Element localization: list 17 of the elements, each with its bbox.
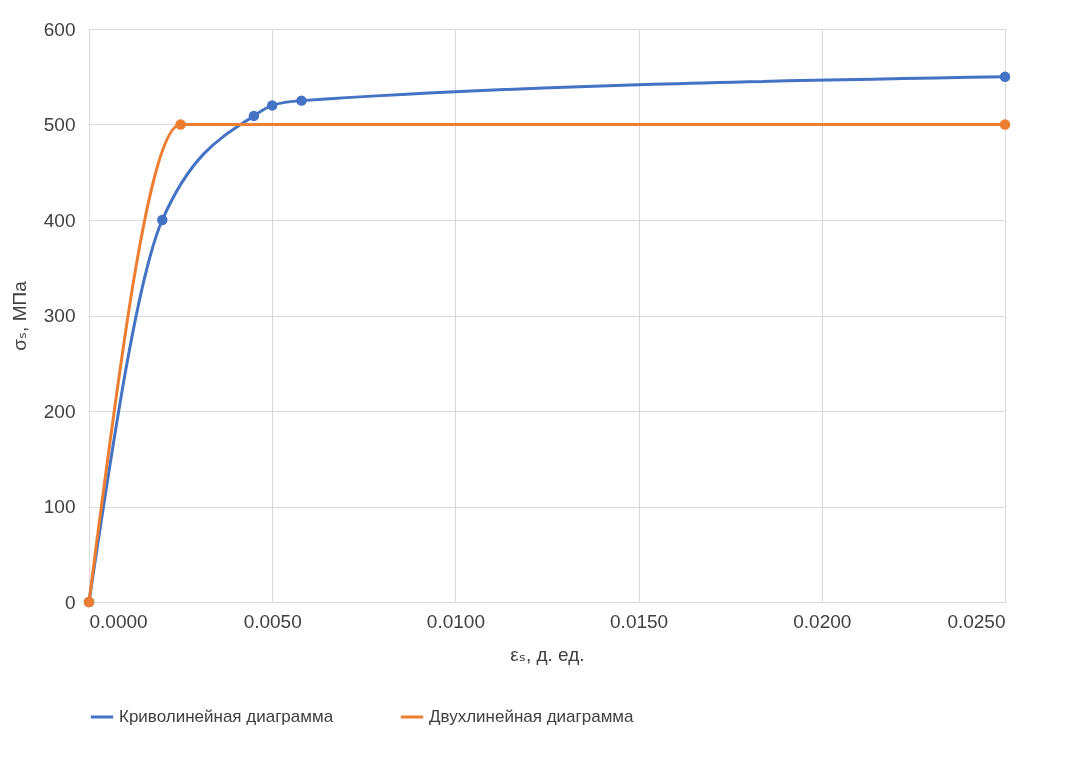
y-tick-label: 400 <box>43 209 76 231</box>
x-tick-label: 0.0000 <box>89 610 148 632</box>
legend-label: Двухлинейная диаграмма <box>429 707 635 726</box>
x-tick-label: 0.0150 <box>610 610 669 632</box>
x-tick-label: 0.0100 <box>426 610 485 632</box>
x-tick-label: 0.0200 <box>793 610 852 632</box>
y-tick-label: 200 <box>43 400 76 422</box>
x-tick-label: 0.0050 <box>243 610 302 632</box>
y-tick-label: 500 <box>43 114 76 135</box>
x-tick-label: 0.0250 <box>947 610 1006 632</box>
y-tick-label: 100 <box>43 496 76 517</box>
y-tick-label: 600 <box>43 18 76 40</box>
y-tick-label: 0 <box>64 591 76 613</box>
y-tick-label: 300 <box>43 305 76 326</box>
y-axis-title: σₛ, МПа <box>8 280 30 351</box>
legend-label: Криволинейная диаграмма <box>119 707 334 726</box>
x-axis-title: εₛ, д. ед. <box>510 643 585 665</box>
